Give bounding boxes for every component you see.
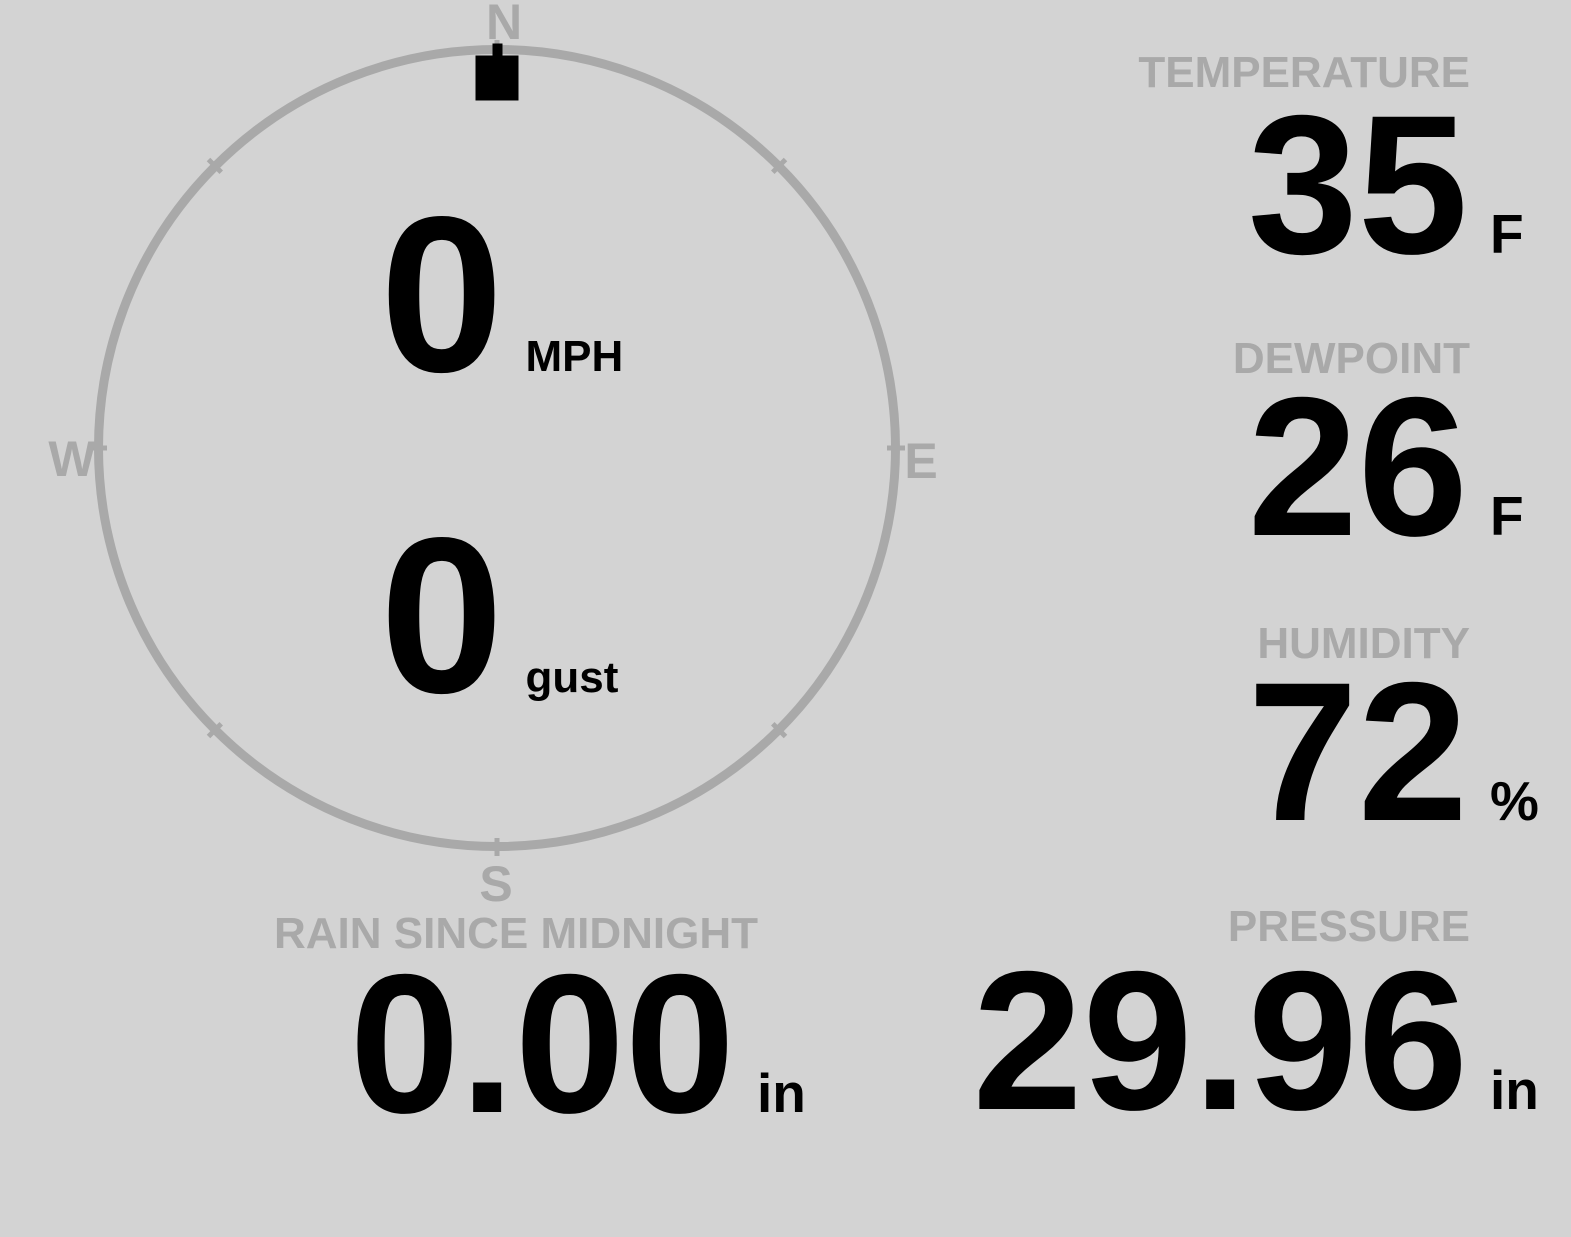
temperature-unit: F xyxy=(1490,203,1524,265)
humidity-label: HUMIDITY xyxy=(1257,619,1470,668)
temperature-value-row: 35 F xyxy=(1248,86,1560,284)
compass-tick-e xyxy=(887,445,905,451)
dewpoint-unit: F xyxy=(1490,485,1524,547)
pressure-label: PRESSURE xyxy=(1227,902,1470,951)
dewpoint-value: 26 xyxy=(1247,356,1468,577)
dewpoint-value-row: 26 F xyxy=(1248,368,1560,566)
humidity-unit: % xyxy=(1490,770,1539,832)
compass-tick-s xyxy=(494,838,500,856)
humidity-value: 72 xyxy=(1247,641,1468,862)
wind-gust: 0 gust xyxy=(380,505,618,727)
pressure-value-row: 29.96 in xyxy=(973,942,1560,1140)
pressure-unit: in xyxy=(1490,1059,1539,1121)
rain-since-midnight-value-row: 0.00 in xyxy=(350,945,827,1143)
wind-gust-unit: gust xyxy=(525,653,619,702)
temperature-value: 35 xyxy=(1247,74,1468,295)
compass-label-east: E xyxy=(904,433,938,489)
pressure-value: 29.96 xyxy=(972,930,1468,1151)
wind-speed: 0 MPH xyxy=(380,184,623,406)
wind-gust-value: 0 xyxy=(380,492,504,740)
compass-label-south: S xyxy=(479,856,513,912)
dewpoint-label: DEWPOINT xyxy=(1232,334,1470,383)
rain-since-midnight-label: RAIN SINCE MIDNIGHT xyxy=(274,909,758,958)
compass-label-west: W xyxy=(48,431,96,487)
rain-since-midnight-value: 0.00 xyxy=(349,933,735,1154)
wind-direction-marker-icon xyxy=(475,55,519,101)
wind-speed-unit: MPH xyxy=(525,332,624,381)
compass-label-north: N xyxy=(485,0,523,50)
temperature-label: TEMPERATURE xyxy=(1138,48,1470,97)
rain-since-midnight-unit: in xyxy=(757,1062,806,1124)
humidity-value-row: 72 % xyxy=(1248,653,1560,851)
wind-speed-value: 0 xyxy=(380,171,504,419)
